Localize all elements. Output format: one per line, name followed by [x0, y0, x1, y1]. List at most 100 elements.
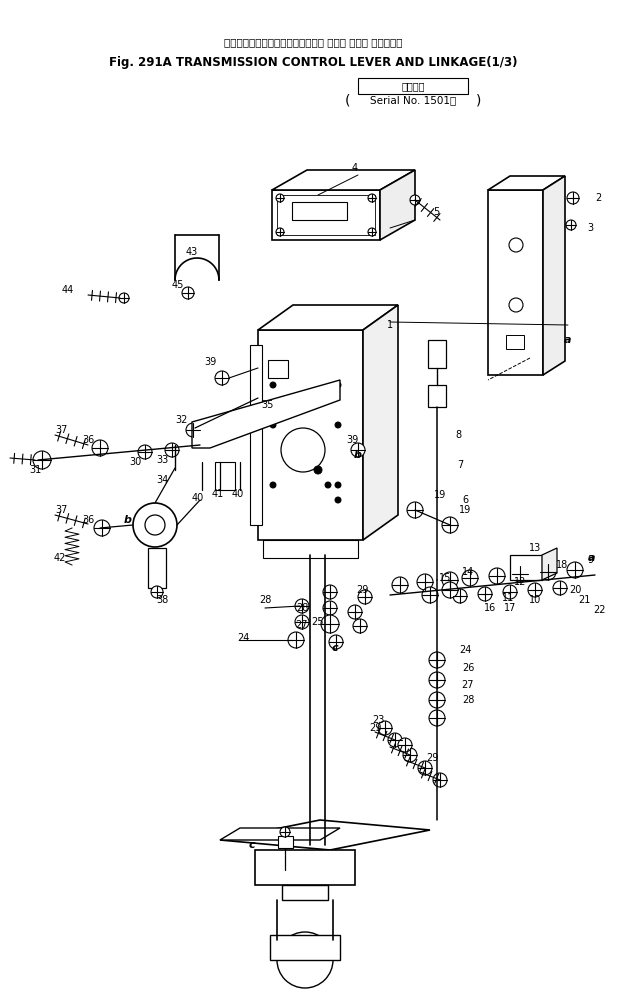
Circle shape: [429, 672, 445, 688]
Circle shape: [442, 582, 458, 598]
Text: 40: 40: [192, 493, 204, 503]
Text: ): ): [476, 93, 481, 107]
Polygon shape: [380, 170, 415, 240]
Circle shape: [388, 733, 402, 747]
Text: トランスミッション　コントロール レバー および リンケージ: トランスミッション コントロール レバー および リンケージ: [223, 37, 403, 47]
Text: 9: 9: [587, 555, 593, 565]
Circle shape: [478, 586, 492, 601]
Circle shape: [94, 520, 110, 536]
Text: 20: 20: [569, 585, 581, 595]
Text: 35: 35: [262, 400, 274, 410]
Circle shape: [462, 570, 478, 586]
Text: b: b: [354, 450, 362, 460]
Text: 17: 17: [504, 603, 516, 613]
Text: 28: 28: [296, 603, 308, 613]
Circle shape: [165, 443, 179, 457]
Text: 36: 36: [82, 515, 94, 525]
Text: c: c: [249, 840, 255, 850]
Text: 38: 38: [156, 595, 168, 605]
Circle shape: [145, 515, 165, 535]
Text: 21: 21: [578, 595, 590, 605]
Circle shape: [348, 605, 362, 619]
Circle shape: [138, 445, 152, 459]
Circle shape: [335, 382, 341, 388]
Polygon shape: [258, 305, 398, 330]
Circle shape: [335, 482, 341, 488]
Circle shape: [442, 517, 458, 533]
Text: 28: 28: [462, 695, 474, 705]
Circle shape: [295, 599, 309, 613]
Text: 19: 19: [434, 490, 446, 500]
Circle shape: [270, 382, 276, 388]
Circle shape: [353, 619, 367, 633]
Text: 45: 45: [172, 280, 184, 290]
Circle shape: [489, 568, 505, 584]
Text: 6: 6: [462, 495, 468, 505]
Circle shape: [378, 721, 392, 735]
Text: a: a: [564, 335, 572, 345]
Circle shape: [503, 585, 517, 599]
Text: 26: 26: [462, 663, 474, 673]
Bar: [282, 885, 328, 900]
Polygon shape: [543, 176, 565, 375]
Bar: [268, 360, 288, 378]
Text: 34: 34: [156, 475, 168, 485]
Circle shape: [528, 583, 542, 597]
Circle shape: [329, 635, 343, 649]
Text: 37: 37: [56, 425, 68, 435]
Text: 2: 2: [595, 193, 601, 203]
Text: c: c: [332, 643, 338, 653]
Text: 12: 12: [514, 577, 526, 586]
Circle shape: [540, 564, 556, 580]
Text: 適用号機: 適用号機: [401, 81, 425, 91]
Text: 37: 37: [56, 505, 68, 515]
Circle shape: [418, 761, 432, 775]
Text: (: (: [346, 93, 351, 107]
Bar: [292, 202, 347, 220]
Text: 18: 18: [556, 560, 568, 570]
Polygon shape: [488, 176, 565, 190]
Text: 10: 10: [529, 595, 541, 605]
Text: 42: 42: [54, 553, 66, 563]
Polygon shape: [272, 170, 415, 190]
Circle shape: [151, 586, 163, 598]
Text: 32: 32: [176, 415, 188, 425]
Circle shape: [270, 482, 276, 488]
Text: 11: 11: [502, 593, 514, 603]
Text: 4: 4: [352, 163, 358, 173]
Circle shape: [335, 422, 341, 428]
Circle shape: [270, 422, 276, 428]
Circle shape: [323, 601, 337, 615]
Circle shape: [429, 710, 445, 726]
Circle shape: [314, 466, 322, 474]
Circle shape: [295, 615, 309, 629]
Polygon shape: [542, 548, 557, 580]
Text: 36: 36: [82, 435, 94, 445]
Text: 29: 29: [369, 723, 381, 733]
Text: 27: 27: [462, 680, 475, 690]
Text: 13: 13: [529, 543, 541, 553]
Text: 24: 24: [459, 645, 471, 655]
Text: 40: 40: [232, 489, 244, 499]
Text: 31: 31: [29, 465, 41, 475]
Text: 44: 44: [62, 285, 74, 295]
Circle shape: [358, 590, 372, 604]
Circle shape: [567, 562, 583, 578]
Bar: [428, 340, 446, 368]
Bar: [215, 462, 235, 490]
Text: 39: 39: [346, 435, 358, 445]
Circle shape: [133, 503, 177, 547]
Text: 25: 25: [312, 617, 324, 627]
Circle shape: [512, 566, 528, 582]
Circle shape: [417, 574, 433, 590]
Text: 8: 8: [455, 430, 461, 440]
Text: 29: 29: [356, 585, 368, 595]
Circle shape: [567, 192, 579, 204]
Text: 15: 15: [439, 573, 451, 583]
Text: 16: 16: [484, 603, 496, 613]
Circle shape: [182, 287, 194, 299]
Text: 27: 27: [295, 620, 308, 630]
Text: Fig. 291A TRANSMISSION CONTROL LEVER AND LINKAGE(1/3): Fig. 291A TRANSMISSION CONTROL LEVER AND…: [109, 55, 517, 68]
Circle shape: [321, 615, 339, 633]
Text: 28: 28: [259, 595, 271, 605]
